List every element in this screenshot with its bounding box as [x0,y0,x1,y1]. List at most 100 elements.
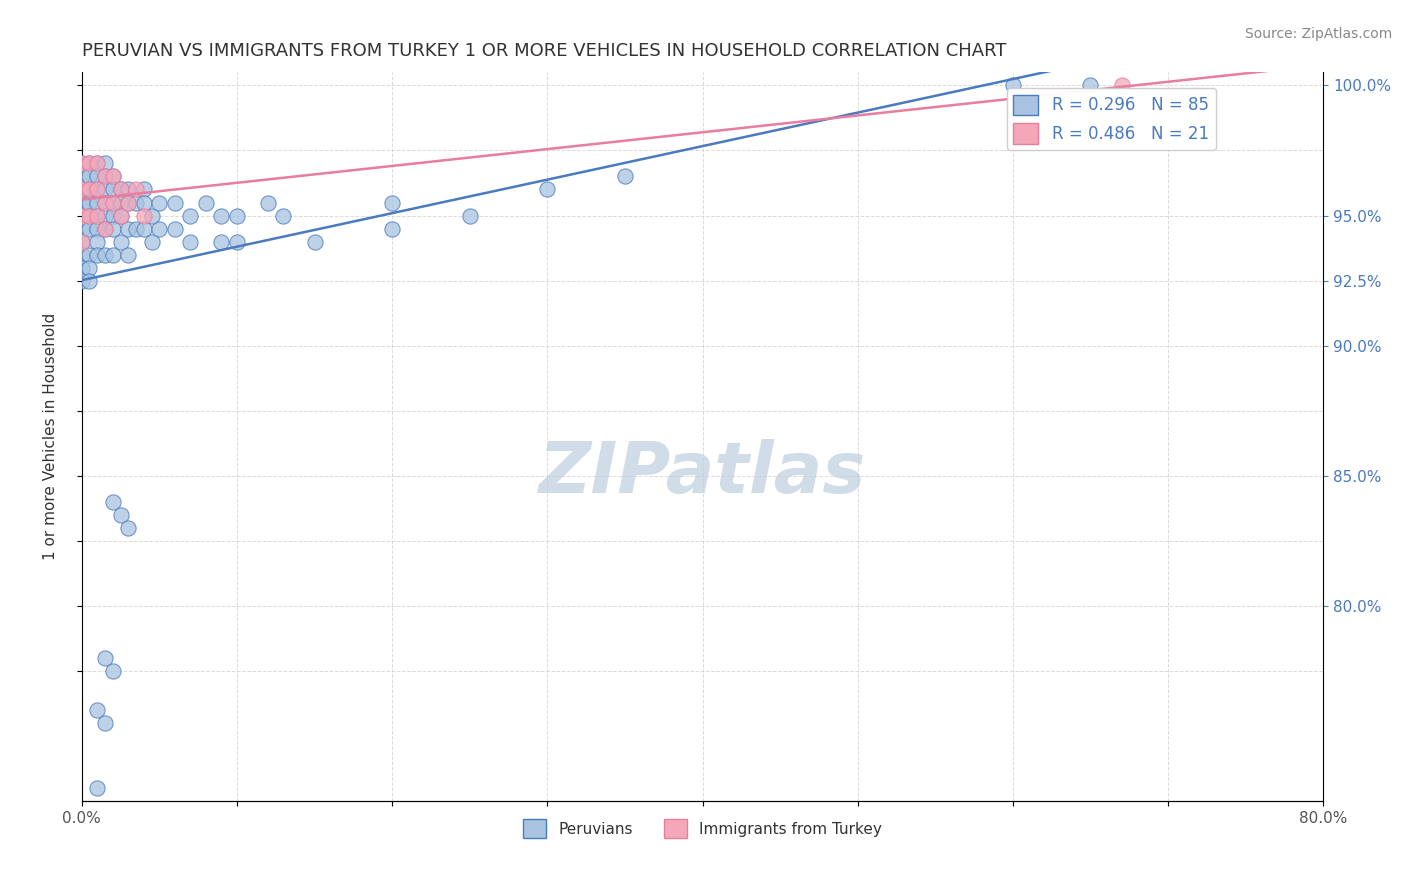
Point [101,247,124,261]
Point [209,235,232,249]
Point [613,169,636,184]
Point [536,182,558,196]
Point [86,703,108,717]
Point [257,195,280,210]
Point [1111,78,1133,93]
Point [132,182,155,196]
Point [94,221,117,235]
Point [132,195,155,210]
Point [79,156,101,170]
Point [70,182,93,196]
Point [110,209,132,223]
Point [226,235,249,249]
Point [70,156,93,170]
Point [79,247,101,261]
Point [94,715,117,730]
Point [179,235,201,249]
Point [117,247,139,261]
Point [101,182,124,196]
Text: PERUVIAN VS IMMIGRANTS FROM TURKEY 1 OR MORE VEHICLES IN HOUSEHOLD CORRELATION C: PERUVIAN VS IMMIGRANTS FROM TURKEY 1 OR … [82,42,1007,60]
Point [79,209,101,223]
Point [1001,78,1024,93]
Point [86,209,108,223]
Point [94,209,117,223]
Point [70,221,93,235]
Point [381,221,404,235]
Point [70,209,93,223]
Point [117,221,139,235]
Point [125,221,148,235]
Point [101,169,124,184]
Point [110,195,132,210]
Point [94,195,117,210]
Point [117,195,139,210]
Point [125,182,148,196]
Text: Source: ZipAtlas.com: Source: ZipAtlas.com [1244,27,1392,41]
Point [70,260,93,275]
Point [86,195,108,210]
Point [94,156,117,170]
Point [125,195,148,210]
Point [86,169,108,184]
Point [148,221,170,235]
Point [458,209,481,223]
Point [110,182,132,196]
Point [70,169,93,184]
Point [70,274,93,288]
Point [79,169,101,184]
Point [381,195,404,210]
Point [304,235,326,249]
Point [86,209,108,223]
Point [79,182,101,196]
Point [94,650,117,665]
Legend: Peruvians, Immigrants from Turkey: Peruvians, Immigrants from Turkey [517,814,887,844]
Point [110,235,132,249]
Point [94,195,117,210]
Point [79,182,101,196]
Point [94,169,117,184]
Point [79,209,101,223]
Point [141,235,163,249]
Point [86,247,108,261]
Point [86,156,108,170]
Point [70,209,93,223]
Point [94,169,117,184]
Point [132,221,155,235]
Point [70,235,93,249]
Point [132,209,155,223]
Point [226,209,249,223]
Point [79,221,101,235]
Point [148,195,170,210]
Point [117,182,139,196]
Point [163,221,186,235]
Point [79,156,101,170]
Point [110,508,132,522]
Point [86,156,108,170]
Point [101,195,124,210]
Point [86,780,108,795]
Point [86,182,108,196]
Point [273,209,295,223]
Point [101,169,124,184]
Point [79,260,101,275]
Point [70,235,93,249]
Point [70,182,93,196]
Point [79,195,101,210]
Point [86,221,108,235]
Point [194,195,217,210]
Point [101,195,124,210]
Point [101,664,124,678]
Point [163,195,186,210]
Point [209,209,232,223]
Text: ZIPatlas: ZIPatlas [538,439,866,508]
Point [70,156,93,170]
Point [86,235,108,249]
Point [1080,78,1102,93]
Point [101,209,124,223]
Point [94,182,117,196]
Point [179,209,201,223]
Point [117,521,139,535]
Point [101,494,124,508]
Point [141,209,163,223]
Point [110,209,132,223]
